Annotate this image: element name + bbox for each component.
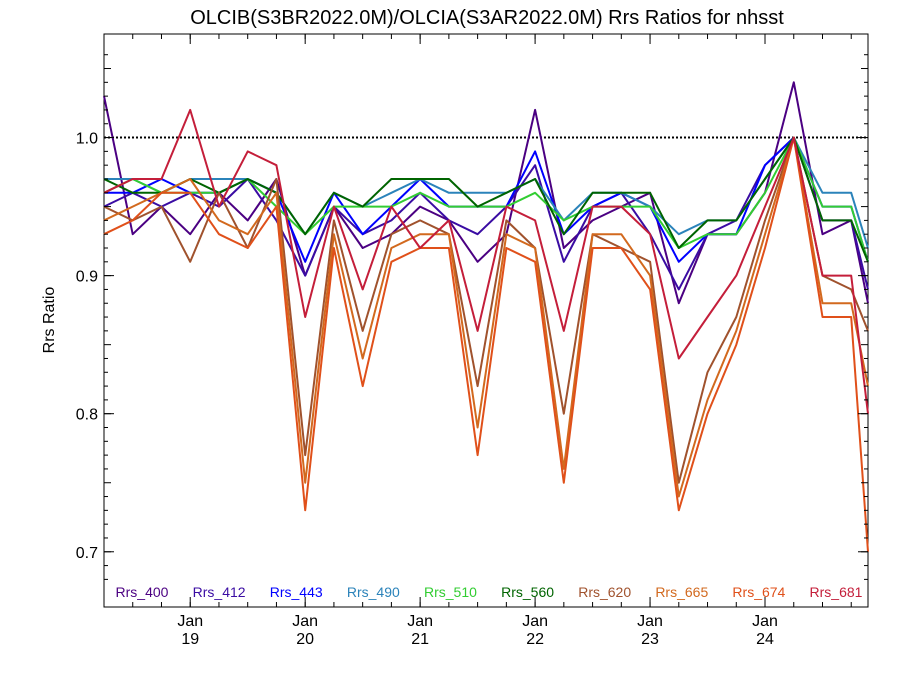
legend-item-rrs_400: Rrs_400 — [116, 584, 169, 600]
x-tick-month: Jan — [177, 613, 203, 630]
series-line-rrs_674 — [103, 136, 869, 552]
x-tick-day: 22 — [526, 631, 544, 648]
x-tick-month: Jan — [407, 613, 433, 630]
y-axis-label: Rrs Ratio — [41, 287, 58, 354]
y-tick-label: 0.8 — [76, 407, 98, 424]
y-tick-label: 0.7 — [76, 545, 98, 562]
legend-item-rrs_443: Rrs_443 — [270, 584, 323, 600]
legend-item-rrs_681: Rrs_681 — [810, 584, 863, 600]
x-tick-day: 20 — [296, 631, 314, 648]
legend-item-rrs_510: Rrs_510 — [424, 584, 477, 600]
legend: Rrs_400 Rrs_412 Rrs_443 Rrs_490 Rrs_510 Rrs_5… — [116, 584, 863, 600]
legend-item-rrs_620: Rrs_620 — [578, 584, 631, 600]
legend-item-rrs_665: Rrs_665 — [655, 584, 708, 600]
series-line-rrs_620 — [103, 136, 869, 484]
legend-item-rrs_674: Rrs_674 — [732, 584, 785, 600]
series-line-rrs_681 — [103, 108, 869, 414]
y-tick-label: 1.0 — [76, 131, 98, 148]
x-tick-month: Jan — [522, 613, 548, 630]
series-line-rrs_412 — [103, 136, 869, 291]
x-tick-month: Jan — [637, 613, 663, 630]
series-line-rrs_560 — [103, 136, 869, 263]
plot-frame — [103, 33, 869, 608]
y-axis-ticks: 0.7 0.8 0.9 1.0 — [76, 54, 868, 580]
series-layer — [103, 81, 869, 552]
chart-title: OLCIB(S3BR2022.0M)/OLCIA(S3AR2022.0M) Rr… — [190, 7, 784, 29]
x-tick-day: 24 — [756, 631, 774, 648]
legend-item-rrs_560: Rrs_560 — [501, 584, 554, 600]
x-tick-month: Jan — [752, 613, 778, 630]
series-line-rrs_665 — [103, 136, 869, 498]
y-tick-label: 0.9 — [76, 269, 98, 286]
x-tick-day: 21 — [411, 631, 429, 648]
legend-item-rrs_490: Rrs_490 — [347, 584, 400, 600]
x-tick-day: 23 — [641, 631, 659, 648]
x-tick-day: 19 — [181, 631, 199, 648]
x-tick-month: Jan — [292, 613, 318, 630]
legend-item-rrs_412: Rrs_412 — [193, 584, 246, 600]
